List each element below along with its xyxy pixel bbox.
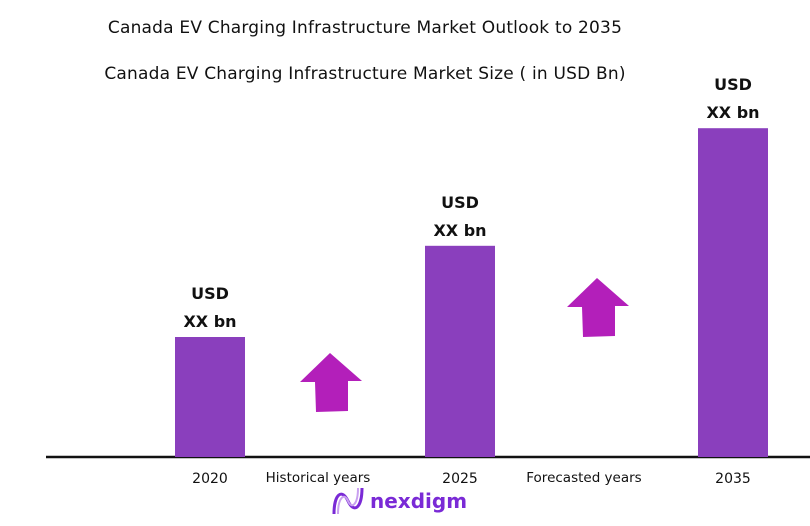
growth-arrow-up-icon — [567, 278, 629, 337]
period-label-0: Historical years — [266, 470, 371, 486]
x-tick-label-2020: 2020 — [192, 471, 228, 487]
data-label-2025: USD — [441, 193, 479, 212]
data-label-2020: USD — [191, 284, 229, 303]
data-label-2020: XX bn — [183, 312, 236, 331]
chart-title: Canada EV Charging Infrastructure Market… — [107, 18, 623, 38]
data-label-2025: XX bn — [433, 221, 486, 240]
chart-subtitle: Canada EV Charging Infrastructure Market… — [104, 64, 626, 84]
growth-arrow-up-icon — [300, 353, 362, 412]
data-label-2035: USD — [714, 75, 752, 94]
logo-text: nexdigm — [370, 489, 468, 513]
x-tick-label-2035: 2035 — [715, 471, 751, 487]
x-tick-label-2025: 2025 — [442, 471, 478, 487]
bar-2020 — [175, 337, 245, 457]
bar-2025 — [425, 245, 495, 457]
period-label-1: Forecasted years — [526, 470, 641, 486]
data-label-2035: XX bn — [706, 103, 759, 122]
bar-2035 — [698, 128, 768, 457]
nexdigm-logo-icon — [332, 487, 364, 515]
logo: nexdigm — [330, 484, 467, 518]
